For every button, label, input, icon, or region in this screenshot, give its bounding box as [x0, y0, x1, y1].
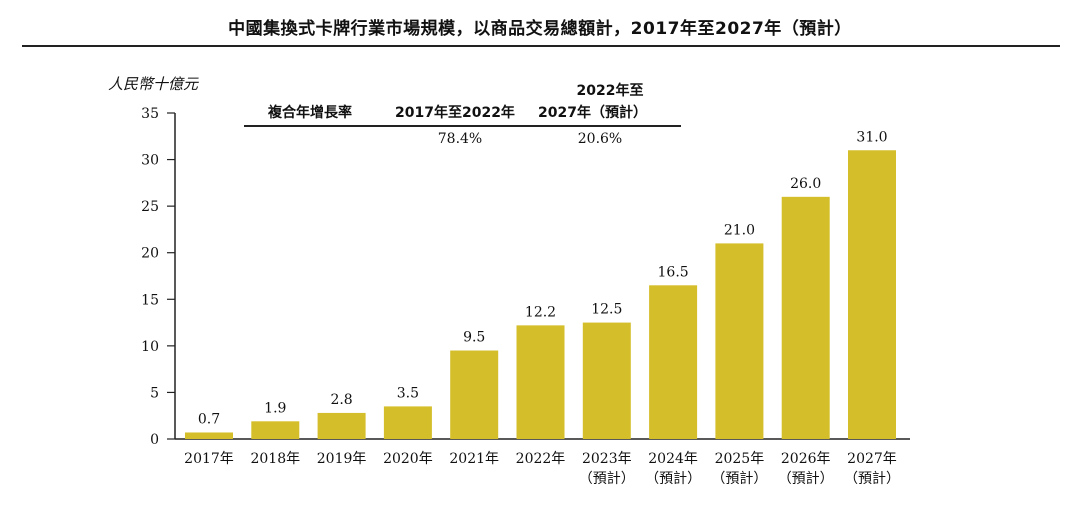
x-category-label: （預計） — [844, 471, 900, 487]
y-tick-label: 5 — [150, 385, 159, 401]
bar — [185, 432, 233, 439]
y-tick-label: 25 — [141, 199, 159, 215]
x-category-label: 2021年 — [449, 451, 499, 467]
y-axis-unit-label: 人民幣十億元 — [108, 75, 199, 93]
bar-value-label: 1.9 — [264, 400, 286, 416]
y-tick-label: 20 — [141, 246, 159, 262]
y-tick-label: 35 — [141, 106, 159, 122]
bar-value-label: 9.5 — [463, 330, 485, 346]
bar — [516, 325, 565, 439]
bar — [582, 322, 631, 439]
x-category-label: （預計） — [645, 471, 701, 487]
bar — [251, 421, 300, 439]
title-rule — [22, 45, 1060, 47]
bar-value-label: 21.0 — [724, 222, 755, 238]
x-category-label: 2017年 — [184, 451, 234, 467]
bar — [450, 350, 499, 439]
x-category-label: 2025年 — [715, 451, 765, 467]
y-tick-label: 10 — [141, 339, 159, 355]
x-category-label: （預計） — [579, 471, 635, 487]
bar-value-label: 16.5 — [658, 264, 689, 280]
bar — [317, 412, 366, 439]
bar-value-label: 12.2 — [525, 304, 556, 320]
x-category-label: 2019年 — [317, 451, 367, 467]
bar — [383, 406, 432, 439]
cagr-rule — [244, 125, 681, 127]
cagr-col2-header-line1: 2022年至 — [576, 83, 644, 99]
bar — [649, 285, 698, 439]
bar — [781, 196, 830, 439]
x-category-label: 2023年 — [582, 451, 632, 467]
x-category-label: （預計） — [711, 471, 767, 487]
bar-value-label: 31.0 — [856, 129, 887, 145]
cagr-header: 複合年增長率 — [268, 105, 352, 121]
y-tick-label: 0 — [150, 432, 159, 448]
bar-value-label: 2.8 — [330, 392, 352, 408]
y-tick-label: 30 — [141, 153, 159, 169]
chart-title: 中國集換式卡牌行業市場規模，以商品交易總額計，2017年至2027年（預計） — [228, 19, 852, 39]
bar-value-label: 3.5 — [397, 385, 419, 401]
y-tick-label: 15 — [141, 292, 159, 308]
bar-value-label: 0.7 — [198, 411, 220, 427]
x-category-label: 2026年 — [781, 451, 831, 467]
x-category-label: （預計） — [778, 471, 834, 487]
cagr-value-2022-2027: 20.6% — [577, 131, 623, 147]
bar-value-label: 26.0 — [790, 176, 821, 192]
cagr-col1-header: 2017年至2022年 — [395, 105, 515, 121]
bar-value-label: 12.5 — [591, 302, 622, 318]
bar — [848, 150, 896, 439]
x-category-label: 2018年 — [250, 451, 300, 467]
cagr-col2-header-line2: 2027年（預計） — [538, 105, 647, 121]
bar — [715, 243, 764, 439]
x-category-label: 2020年 — [383, 451, 433, 467]
x-category-label: 2027年 — [847, 451, 897, 467]
x-category-label: 2024年 — [648, 451, 698, 467]
cagr-value-2017-2022: 78.4% — [437, 131, 483, 147]
x-category-label: 2022年 — [516, 451, 566, 467]
